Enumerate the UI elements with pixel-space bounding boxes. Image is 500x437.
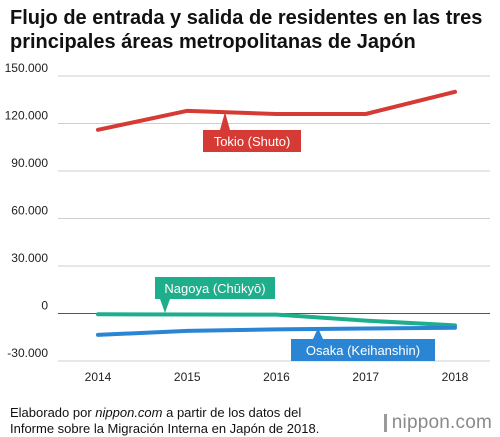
series-line-nagoya <box>96 312 457 328</box>
axis-labels: -30.000 0 30.000 60.000 90.000 120.000 150.000… <box>5 61 469 384</box>
source-name: nippon.com <box>95 405 163 420</box>
y-tick-label: 60.000 <box>11 204 48 218</box>
series-name: Nagoya (Chūkyō) <box>164 281 265 296</box>
x-tick-label: 2017 <box>352 370 379 384</box>
y-tick-label: 30.000 <box>11 251 48 265</box>
series-label-osaka: Osaka (Keihanshin) <box>291 328 435 361</box>
series-label-tokio: Tokio (Shuto) <box>203 112 301 152</box>
series-label-nagoya: Nagoya (Chūkyō) <box>155 277 275 313</box>
x-tick-label: 2018 <box>442 370 469 384</box>
y-tick-label: 90.000 <box>11 156 48 170</box>
series-labels: Tokio (Shuto) Nagoya (Chūkyō) Osaka (Keiha… <box>155 112 435 361</box>
series-lines <box>96 89 457 337</box>
brand-mark-icon <box>383 414 387 432</box>
series-line-tokio <box>96 89 457 132</box>
brand-logo: nippon.com <box>383 412 492 434</box>
label-box <box>203 130 301 152</box>
source-note: Elaborado por nippon.com a partir de los… <box>10 405 340 437</box>
series-name: Tokio (Shuto) <box>214 134 291 149</box>
chart-title: Flujo de entrada y salida de residentes … <box>10 7 483 53</box>
label-pointer <box>160 299 170 313</box>
x-tick-label: 2014 <box>85 370 112 384</box>
x-tick-label: 2015 <box>174 370 201 384</box>
series-line-osaka <box>96 325 457 337</box>
x-tick-label: 2016 <box>263 370 290 384</box>
line-chart: -30.000 0 30.000 60.000 90.000 120.000 150.000… <box>5 61 490 384</box>
brand-name: nippon.com <box>391 412 492 433</box>
label-box <box>291 339 435 361</box>
series-name: Osaka (Keihanshin) <box>306 343 420 358</box>
grid-lines <box>58 75 490 362</box>
label-pointer <box>313 328 323 339</box>
y-tick-label: 120.000 <box>5 109 49 123</box>
label-box <box>155 277 275 299</box>
y-tick-label: -30.000 <box>7 346 48 360</box>
y-tick-label: 150.000 <box>5 61 49 75</box>
y-tick-label: 0 <box>41 299 48 313</box>
label-pointer <box>220 112 230 130</box>
source-prefix: Elaborado por <box>10 405 96 420</box>
source-suffix: a partir de los datos del Informe sobre … <box>10 405 320 436</box>
